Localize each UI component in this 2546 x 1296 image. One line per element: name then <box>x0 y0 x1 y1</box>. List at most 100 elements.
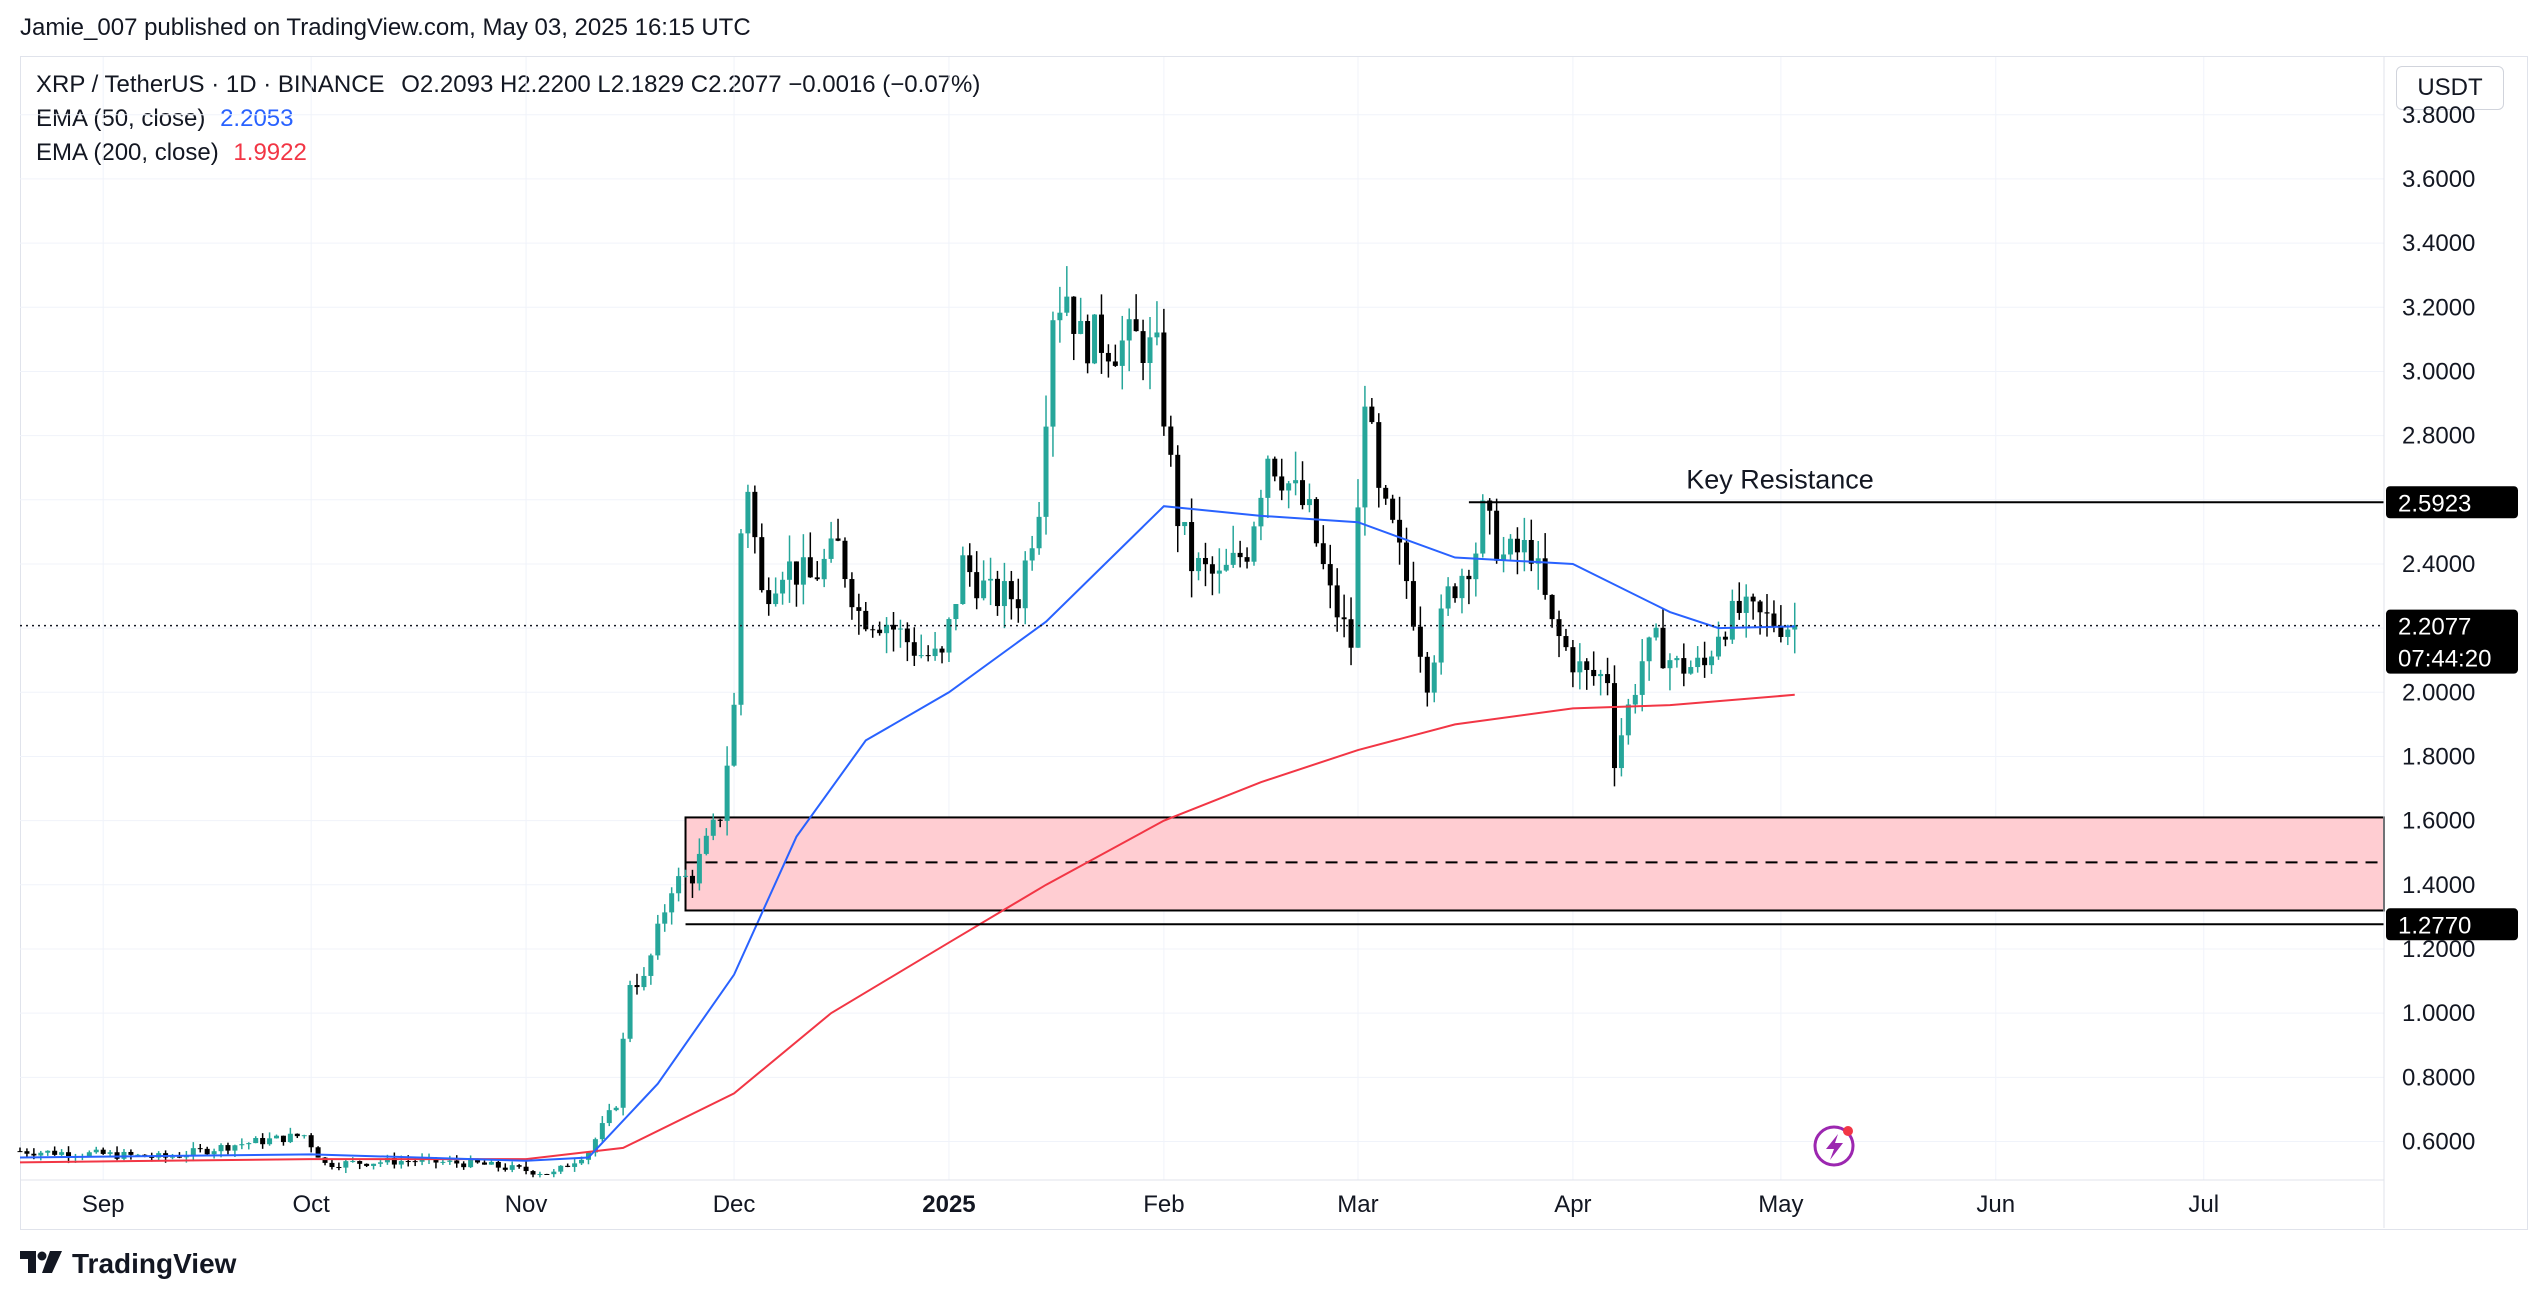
candle-body <box>981 580 987 599</box>
y-tick-label: 3.4000 <box>2402 230 2475 257</box>
candle-body <box>1209 564 1215 574</box>
candle-body <box>287 1133 293 1143</box>
candle-body <box>1563 636 1569 648</box>
candle-body <box>1709 656 1715 666</box>
candle-body <box>620 1038 626 1108</box>
candle-body <box>481 1162 487 1165</box>
candle-body <box>121 1151 127 1159</box>
price-tags: 2.5923 2.2077 07:44:20 1.2770 <box>2386 486 2518 941</box>
candle-body <box>1501 554 1507 561</box>
candle-body <box>1105 352 1111 362</box>
symbol-label[interactable]: XRP / TetherUS · 1D · BINANCE <box>36 71 385 98</box>
brand-footer[interactable]: TradingView <box>20 1248 236 1280</box>
ema200-line <box>19 693 1795 1164</box>
candle-body <box>537 1173 543 1175</box>
ohlc-values: O2.2093 H2.2200 L2.1829 C2.2077 −0.0016 … <box>401 71 981 98</box>
candle-body <box>1085 321 1091 364</box>
candle-body <box>516 1165 522 1167</box>
candle-body <box>1681 658 1687 674</box>
y-tick-label: 1.6000 <box>2402 808 2475 835</box>
candle-body <box>364 1163 370 1166</box>
candle-body <box>1521 539 1527 553</box>
candle-body <box>1736 600 1742 613</box>
candle-body <box>488 1161 494 1165</box>
candle-body <box>1667 660 1673 669</box>
candle-body <box>1611 683 1617 769</box>
candle-body <box>301 1135 307 1137</box>
candle-body <box>1154 332 1160 338</box>
candle-body <box>717 819 723 821</box>
candle-body <box>253 1138 259 1144</box>
candle-body <box>1050 320 1056 427</box>
candle-body <box>766 590 772 605</box>
candle-body <box>1119 340 1125 366</box>
candle-body <box>856 607 862 611</box>
candle-body <box>544 1173 550 1175</box>
candle-body <box>1286 483 1292 491</box>
candle-body <box>828 538 834 559</box>
y-tick-label: 0.6000 <box>2402 1128 2475 1155</box>
candle-body <box>170 1156 176 1158</box>
candle-body <box>759 537 765 591</box>
candle-body <box>1771 613 1777 627</box>
candle-body <box>391 1158 397 1165</box>
x-tick-label: Jun <box>1976 1191 2015 1218</box>
candle-body <box>1577 661 1583 673</box>
candle-body <box>613 1107 619 1111</box>
candle-body <box>190 1148 196 1156</box>
ema50-row[interactable]: EMA (50, close) 2.2053 <box>36 102 980 136</box>
lightning-icon[interactable] <box>1813 1125 1855 1167</box>
candle-body <box>877 629 883 634</box>
candle-body <box>128 1151 134 1155</box>
candle-body <box>1272 458 1278 477</box>
candle-body <box>821 558 827 580</box>
candle-body <box>1702 657 1708 666</box>
candle-body <box>558 1165 564 1172</box>
candle-body <box>1764 612 1770 614</box>
candle-body <box>967 555 973 573</box>
candle-body <box>1757 601 1763 613</box>
candle-body <box>1383 487 1389 499</box>
candle-body <box>502 1167 508 1170</box>
candle-body <box>1306 499 1312 506</box>
candle-body <box>1202 557 1208 565</box>
candle-body <box>239 1144 245 1146</box>
y-tick-label: 1.2000 <box>2402 936 2475 963</box>
candle-body <box>1556 619 1562 637</box>
candle-body <box>1750 596 1756 602</box>
x-axis: Sep Oct Nov Dec 2025 Feb Mar Apr May Jun Jul <box>20 1179 2384 1218</box>
candle-body <box>1390 498 1396 520</box>
candle-body <box>1258 497 1264 527</box>
candle-body <box>1161 332 1167 427</box>
ema200-row[interactable]: EMA (200, close) 1.9922 <box>36 136 980 170</box>
resistance-tag-bg <box>2386 486 2518 519</box>
candle-body <box>1001 581 1007 607</box>
candle-body <box>1438 608 1444 663</box>
candle-body <box>523 1166 529 1172</box>
candle-body <box>329 1162 335 1168</box>
chart-frame <box>20 56 2528 1230</box>
support-tag: 1.2770 <box>2398 912 2471 939</box>
candle-body <box>891 624 897 630</box>
candle-body <box>1022 560 1028 609</box>
grid-lines <box>20 57 2384 1180</box>
candle-body <box>1410 581 1416 627</box>
candle-body <box>932 648 938 657</box>
candle-body <box>1355 507 1361 648</box>
candle-body <box>384 1158 390 1163</box>
candle-body <box>800 557 806 585</box>
candle-body <box>1092 314 1098 364</box>
candle-body <box>509 1165 515 1170</box>
candle-body <box>787 561 793 580</box>
candle-body <box>1653 627 1659 638</box>
candle-body <box>918 655 924 657</box>
candle-body <box>377 1162 383 1164</box>
price-axis-unit-button[interactable]: USDT <box>2396 66 2504 110</box>
candle-body <box>336 1167 342 1169</box>
candle-body <box>315 1147 321 1158</box>
candle-body <box>1542 558 1548 595</box>
candle-body <box>904 628 910 643</box>
candle-body <box>1660 627 1666 669</box>
candle-body <box>731 704 737 766</box>
